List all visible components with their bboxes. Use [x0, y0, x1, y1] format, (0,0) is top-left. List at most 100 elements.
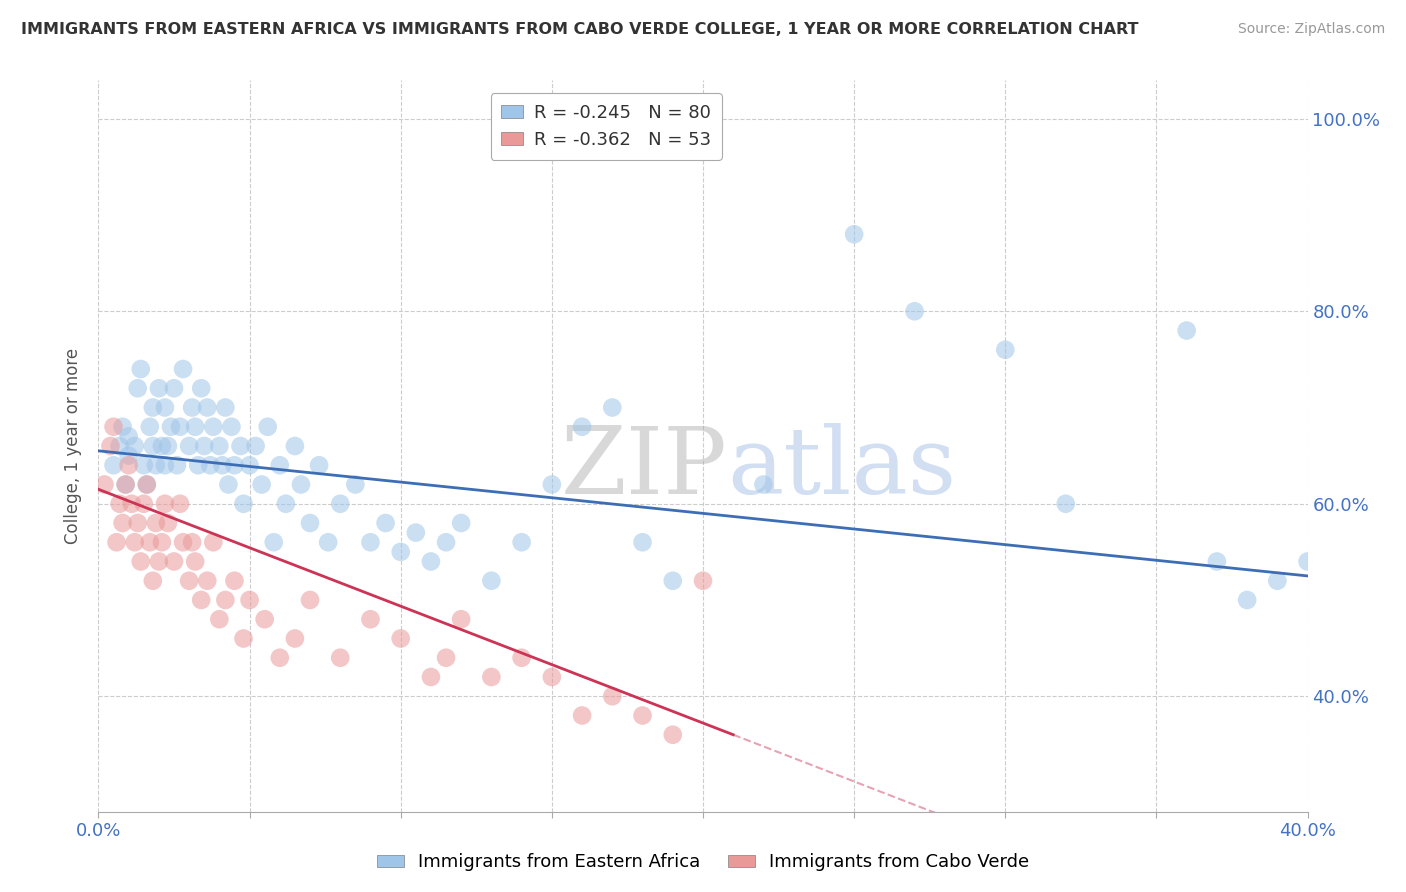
- Point: [374, 516, 396, 530]
- Point: [510, 535, 533, 549]
- Point: [195, 401, 218, 415]
- Point: [105, 535, 128, 549]
- Point: [166, 458, 188, 473]
- Point: [135, 477, 157, 491]
- Point: [190, 381, 212, 395]
- Point: [360, 612, 382, 626]
- Point: [127, 516, 149, 530]
- Point: [405, 525, 427, 540]
- Point: [420, 670, 443, 684]
- Point: [263, 535, 285, 549]
- Point: [329, 650, 352, 665]
- Point: [121, 497, 143, 511]
- Point: [256, 419, 278, 434]
- Point: [169, 497, 191, 511]
- Point: [181, 401, 204, 415]
- Point: [184, 554, 207, 568]
- Point: [245, 439, 267, 453]
- Point: [142, 439, 165, 453]
- Point: [103, 458, 125, 473]
- Point: [202, 535, 225, 549]
- Point: [631, 535, 654, 549]
- Point: [844, 227, 866, 242]
- Point: [172, 535, 194, 549]
- Point: [211, 458, 233, 473]
- Point: [250, 477, 273, 491]
- Point: [481, 670, 503, 684]
- Point: [450, 516, 472, 530]
- Text: ZIP: ZIP: [561, 423, 727, 513]
- Point: [153, 497, 176, 511]
- Point: [1054, 497, 1077, 511]
- Point: [124, 535, 146, 549]
- Point: [434, 535, 457, 549]
- Point: [132, 497, 155, 511]
- Point: [299, 593, 322, 607]
- Point: [602, 401, 624, 415]
- Point: [214, 401, 236, 415]
- Legend: R = -0.245   N = 80, R = -0.362   N = 53: R = -0.245 N = 80, R = -0.362 N = 53: [491, 93, 721, 160]
- Point: [904, 304, 927, 318]
- Point: [114, 477, 136, 491]
- Point: [631, 708, 654, 723]
- Point: [202, 419, 225, 434]
- Point: [93, 477, 115, 491]
- Point: [208, 612, 231, 626]
- Point: [142, 574, 165, 588]
- Legend: Immigrants from Eastern Africa, Immigrants from Cabo Verde: Immigrants from Eastern Africa, Immigran…: [370, 847, 1036, 879]
- Point: [344, 477, 367, 491]
- Point: [179, 574, 201, 588]
- Point: [450, 612, 472, 626]
- Point: [153, 458, 176, 473]
- Point: [232, 632, 254, 646]
- Point: [195, 574, 218, 588]
- Point: [284, 439, 307, 453]
- Point: [540, 477, 562, 491]
- Point: [153, 401, 176, 415]
- Point: [139, 535, 162, 549]
- Point: [299, 516, 322, 530]
- Point: [160, 419, 183, 434]
- Point: [1206, 554, 1229, 568]
- Point: [208, 439, 231, 453]
- Point: [118, 458, 141, 473]
- Point: [224, 574, 246, 588]
- Point: [224, 458, 246, 473]
- Point: [108, 439, 131, 453]
- Y-axis label: College, 1 year or more: College, 1 year or more: [65, 348, 83, 544]
- Point: [661, 728, 683, 742]
- Point: [129, 362, 152, 376]
- Point: [229, 439, 252, 453]
- Point: [114, 477, 136, 491]
- Point: [142, 401, 165, 415]
- Point: [132, 458, 155, 473]
- Point: [118, 449, 141, 463]
- Point: [193, 439, 215, 453]
- Point: [172, 362, 194, 376]
- Point: [1296, 554, 1319, 568]
- Point: [274, 497, 297, 511]
- Point: [602, 690, 624, 704]
- Point: [124, 439, 146, 453]
- Point: [214, 593, 236, 607]
- Point: [156, 516, 179, 530]
- Point: [179, 439, 201, 453]
- Point: [239, 593, 262, 607]
- Point: [181, 535, 204, 549]
- Point: [150, 535, 173, 549]
- Point: [163, 554, 186, 568]
- Point: [434, 650, 457, 665]
- Point: [389, 545, 412, 559]
- Point: [692, 574, 714, 588]
- Point: [139, 419, 162, 434]
- Point: [284, 632, 307, 646]
- Point: [571, 419, 593, 434]
- Point: [190, 593, 212, 607]
- Point: [540, 670, 562, 684]
- Point: [156, 439, 179, 453]
- Point: [994, 343, 1017, 357]
- Point: [269, 458, 291, 473]
- Point: [232, 497, 254, 511]
- Point: [1267, 574, 1289, 588]
- Point: [269, 650, 291, 665]
